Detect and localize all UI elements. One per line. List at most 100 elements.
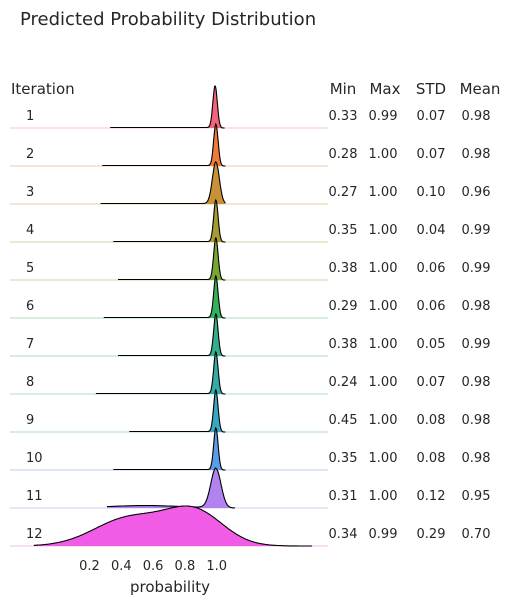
ridge-row: 10 0.35 1.00 0.08 0.98 — [10, 427, 491, 471]
stat-mean: 0.70 — [462, 527, 491, 542]
iteration-label: 10 — [26, 451, 43, 466]
stat-max: 1.00 — [369, 223, 398, 238]
ridge-density-fill — [95, 352, 226, 394]
stat-min: 0.35 — [329, 223, 358, 238]
mean-header: Mean — [460, 80, 501, 98]
stat-min: 0.38 — [329, 261, 358, 276]
std-header: STD — [416, 80, 446, 98]
stat-std: 0.10 — [417, 185, 446, 200]
ridge-density-line — [95, 350, 226, 395]
stat-max: 1.00 — [369, 451, 398, 466]
ridge-density-line — [33, 505, 313, 547]
iteration-label: 5 — [26, 261, 34, 276]
stat-max: 0.99 — [369, 109, 398, 124]
ridge-row: 5 0.38 1.00 0.06 0.99 — [10, 237, 491, 281]
ridge-density-fill — [107, 468, 235, 508]
iteration-label: 3 — [26, 185, 34, 200]
stat-min: 0.31 — [329, 489, 358, 504]
iteration-label: 4 — [26, 223, 34, 238]
stat-max: 1.00 — [369, 147, 398, 162]
chart-title: Predicted Probability Distribution — [20, 9, 316, 30]
ridge-density-fill — [113, 200, 226, 242]
ridge-density-line — [113, 199, 226, 243]
ridge-density-line — [118, 313, 226, 357]
stat-max: 1.00 — [369, 413, 398, 428]
x-tick-label: 0.8 — [175, 559, 196, 574]
ridge-density-fill — [113, 428, 226, 470]
stat-std: 0.06 — [417, 299, 446, 314]
iteration-label: 6 — [26, 299, 34, 314]
stat-mean: 0.99 — [462, 337, 491, 352]
ridge-density-line — [113, 427, 226, 471]
stat-max: 1.00 — [369, 489, 398, 504]
stat-mean: 0.98 — [462, 413, 491, 428]
stat-std: 0.06 — [417, 261, 446, 276]
iteration-label: 7 — [26, 337, 34, 352]
stat-mean: 0.98 — [462, 375, 491, 390]
ridge-row: 11 0.31 1.00 0.12 0.95 — [10, 467, 491, 509]
stat-std: 0.04 — [417, 223, 446, 238]
min-header: Min — [330, 80, 357, 98]
ridge-density-fill — [110, 86, 225, 128]
stat-std: 0.07 — [417, 147, 446, 162]
stat-min: 0.45 — [329, 413, 358, 428]
stat-mean: 0.98 — [462, 147, 491, 162]
ridge-density-line — [106, 467, 236, 509]
ridge-row: 7 0.38 1.00 0.05 0.99 — [10, 313, 491, 357]
stat-max: 1.00 — [369, 185, 398, 200]
stat-max: 0.99 — [369, 527, 398, 542]
ridge-density-fill — [118, 314, 226, 356]
iteration-label: 12 — [26, 527, 43, 542]
ridge-density-fill — [118, 238, 226, 280]
x-axis: 0.2 0.4 0.6 0.8 1.0 — [79, 559, 227, 574]
ridge-density-fill — [102, 124, 226, 166]
ridge-density-line — [103, 274, 226, 319]
iteration-header: Iteration — [11, 80, 75, 98]
stat-mean: 0.95 — [462, 489, 491, 504]
x-tick-label: 0.2 — [79, 559, 100, 574]
ridge-density-line — [118, 237, 226, 281]
stat-std: 0.07 — [417, 109, 446, 124]
stat-mean: 0.98 — [462, 299, 491, 314]
stat-std: 0.08 — [417, 413, 446, 428]
ridge-density-line — [129, 388, 226, 433]
stat-min: 0.35 — [329, 451, 358, 466]
stat-max: 1.00 — [369, 261, 398, 276]
stat-std: 0.05 — [417, 337, 446, 352]
iteration-label: 2 — [26, 147, 34, 162]
stat-std: 0.29 — [417, 527, 446, 542]
stat-max: 1.00 — [369, 337, 398, 352]
ridge-density-fill — [103, 276, 226, 318]
ridge-density-line — [110, 85, 225, 129]
ridge-row: 9 0.45 1.00 0.08 0.98 — [10, 388, 491, 433]
stat-min: 0.29 — [329, 299, 358, 314]
ridge-row: 2 0.28 1.00 0.07 0.98 — [10, 122, 491, 167]
ridges-group: 1 0.33 0.99 0.07 0.98 2 0.28 1.00 0.07 0.98 3 0.27 1… — [10, 85, 491, 547]
stat-min: 0.38 — [329, 337, 358, 352]
x-tick-label: 1.0 — [206, 559, 227, 574]
stat-min: 0.24 — [329, 375, 358, 390]
ridge-density-fill — [33, 506, 313, 546]
ridge-row: 4 0.35 1.00 0.04 0.99 — [10, 199, 490, 243]
stat-min: 0.28 — [329, 147, 358, 162]
stat-std: 0.08 — [417, 451, 446, 466]
x-tick-label: 0.6 — [143, 559, 164, 574]
stat-mean: 0.98 — [462, 451, 491, 466]
iteration-label: 9 — [26, 413, 34, 428]
ridge-density-line — [100, 161, 226, 205]
stat-mean: 0.99 — [462, 261, 491, 276]
ridge-row: 1 0.33 0.99 0.07 0.98 — [10, 85, 490, 129]
stat-min: 0.33 — [329, 109, 358, 124]
ridge-row: 6 0.29 1.00 0.06 0.98 — [10, 274, 491, 319]
stat-mean: 0.96 — [462, 185, 491, 200]
x-axis-label: probability — [130, 578, 210, 596]
stat-std: 0.07 — [417, 375, 446, 390]
max-header: Max — [369, 80, 400, 98]
stat-min: 0.27 — [329, 185, 358, 200]
ridge-density-fill — [100, 162, 226, 204]
ridge-row: 8 0.24 1.00 0.07 0.98 — [10, 350, 491, 395]
stat-max: 1.00 — [369, 299, 398, 314]
ridge-row: 3 0.27 1.00 0.10 0.96 — [10, 161, 491, 205]
stat-max: 1.00 — [369, 375, 398, 390]
